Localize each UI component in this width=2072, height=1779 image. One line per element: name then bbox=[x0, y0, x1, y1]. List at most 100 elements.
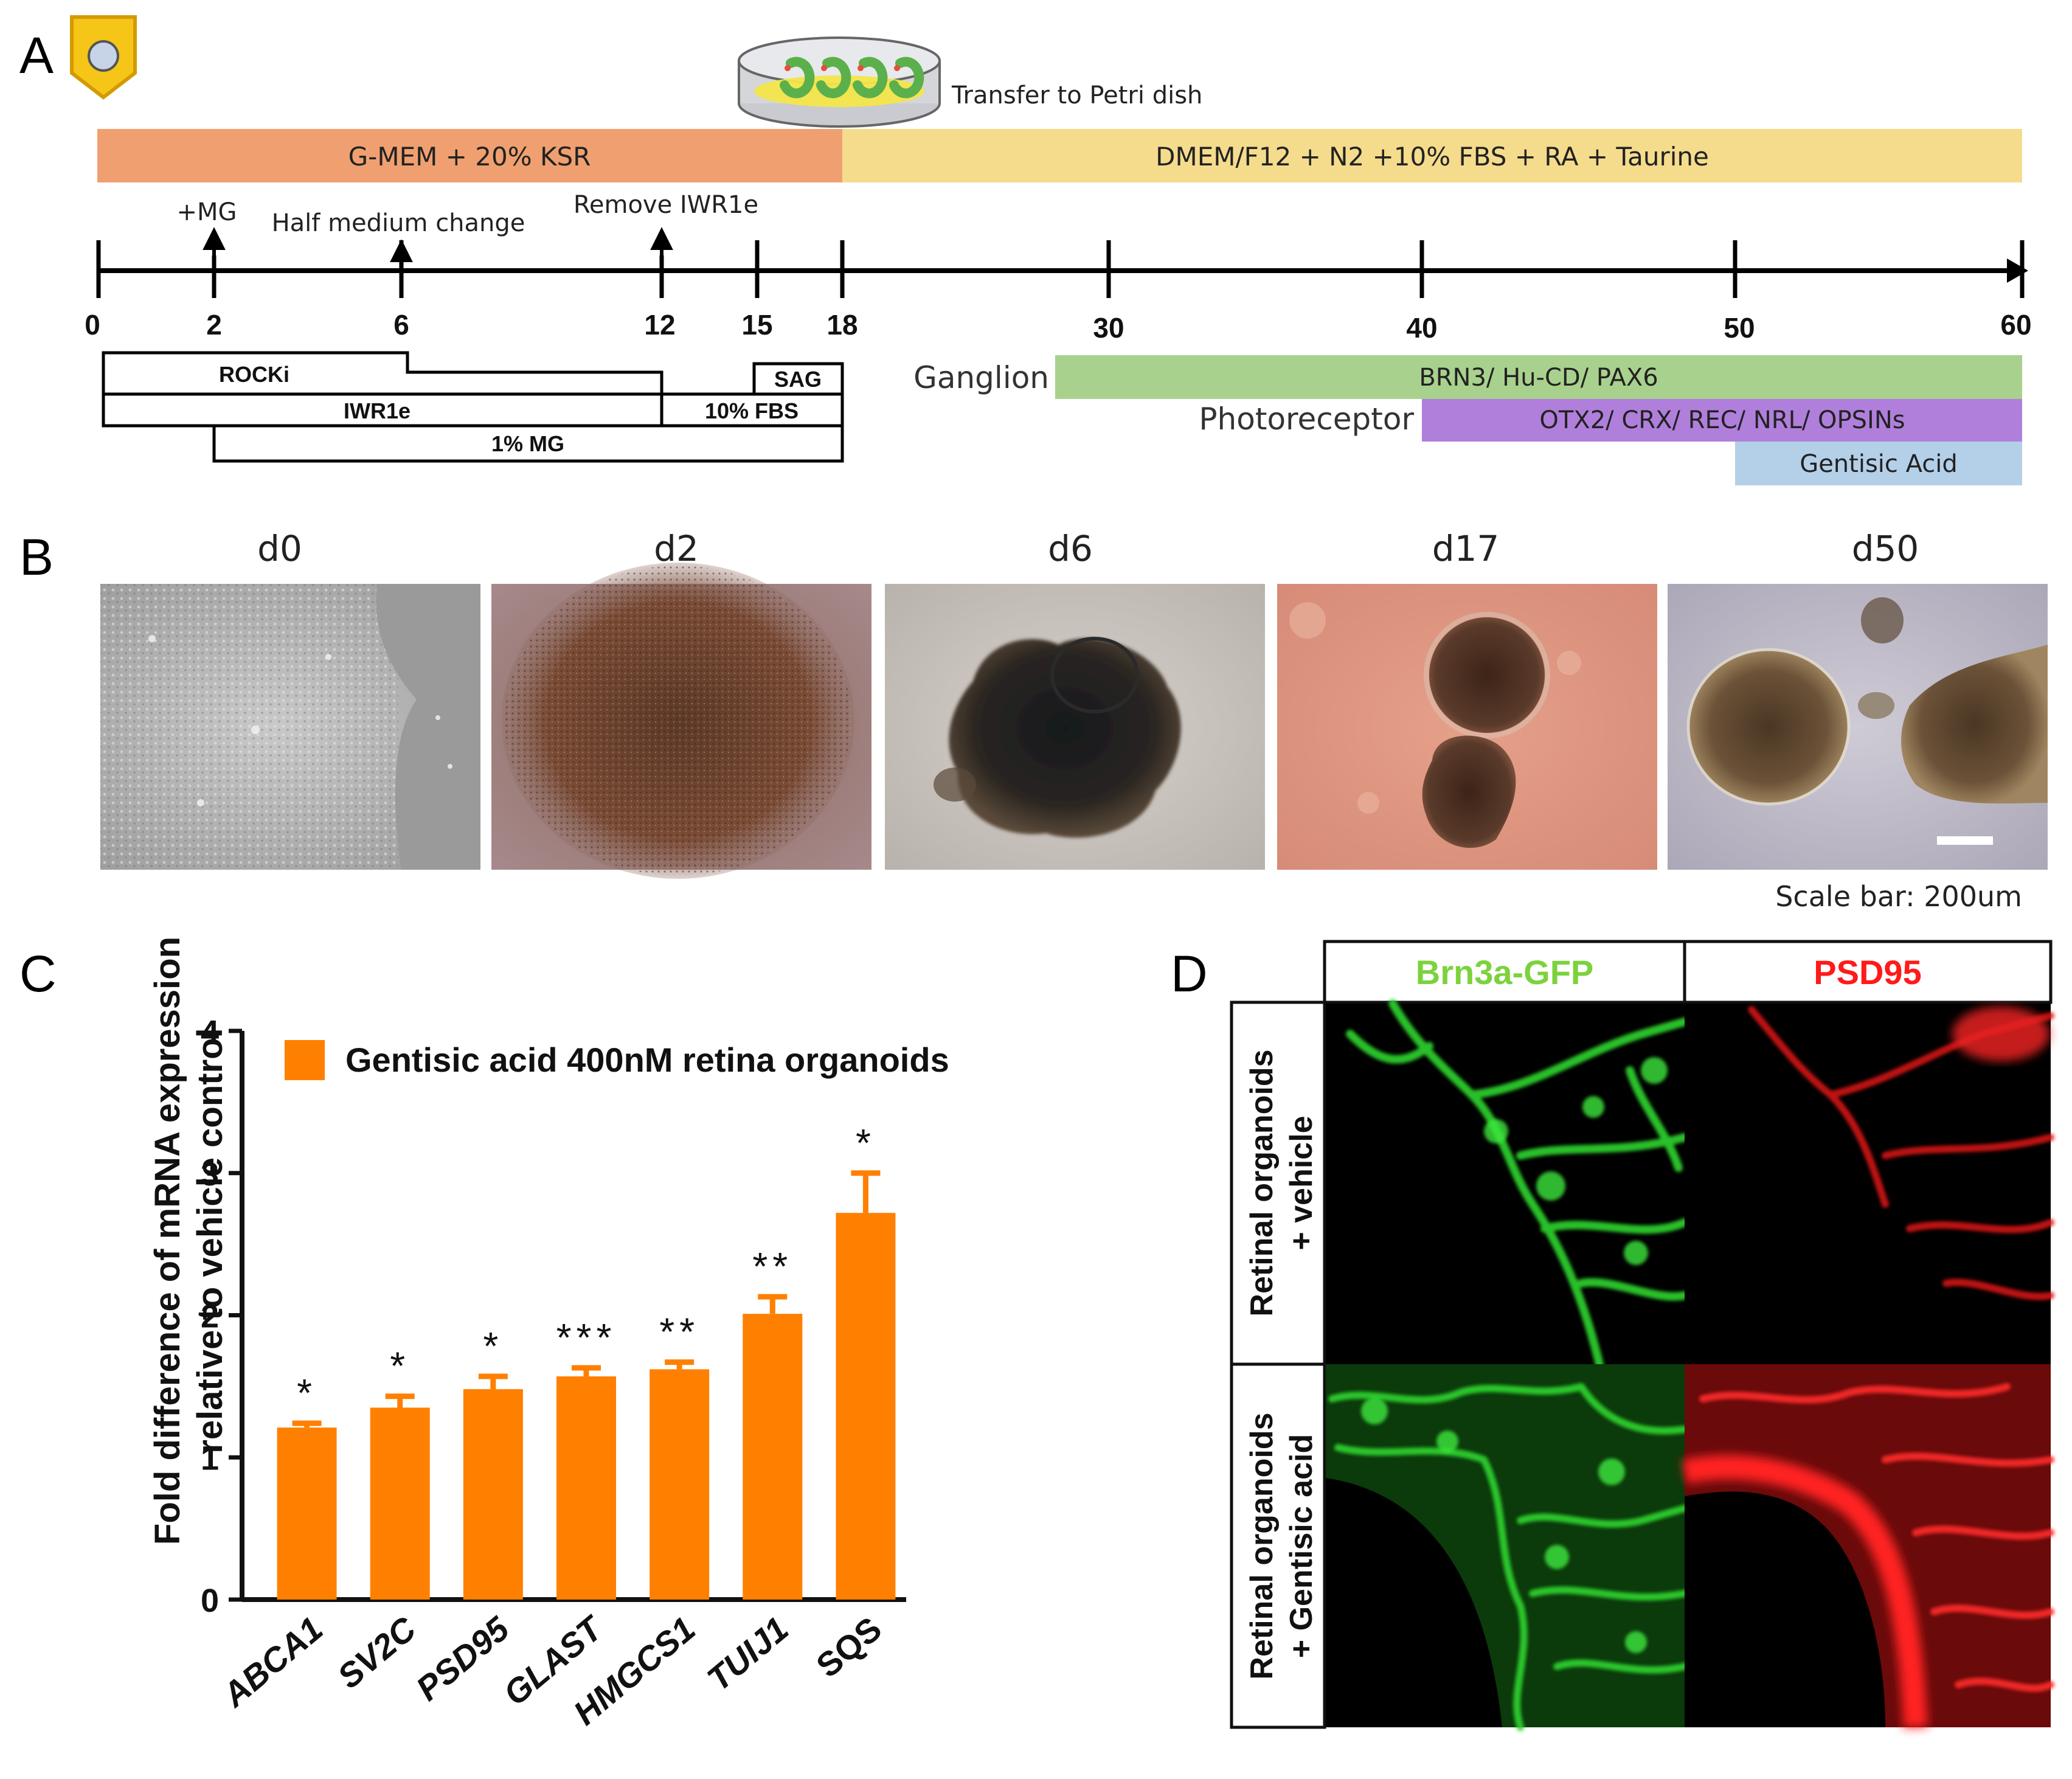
treatment-fbs: 10% FBS bbox=[705, 398, 799, 423]
bar-hmgcs1 bbox=[650, 1369, 710, 1600]
scale-bar bbox=[1937, 836, 1993, 845]
day-label-d2: d2 bbox=[654, 528, 699, 569]
panel-a-letter: A bbox=[19, 27, 54, 84]
significance-label: * bbox=[483, 1324, 503, 1368]
gentisic-label: Gentisic Acid bbox=[1800, 450, 1958, 478]
tick-label: 2 bbox=[206, 309, 222, 341]
significance-label: * bbox=[390, 1344, 410, 1388]
row-label-vehicle-2: + vehicle bbox=[1284, 1115, 1319, 1250]
event-remove-iwr1e: Remove IWR1e bbox=[573, 191, 758, 219]
significance-label: * bbox=[856, 1121, 876, 1165]
tick-label: 6 bbox=[393, 309, 409, 341]
y-axis-title-line2: relative to vehicle control bbox=[190, 1028, 230, 1453]
y-tick-label: 2 bbox=[201, 1299, 219, 1335]
treatment-sag: SAG bbox=[774, 367, 822, 392]
panel-c-letter: C bbox=[19, 945, 57, 1002]
row-label-gentisic-2: + Gentisic acid bbox=[1284, 1434, 1319, 1659]
confocal-gentisic-gfp bbox=[1326, 1364, 1688, 1731]
event-half-medium: Half medium change bbox=[272, 209, 525, 237]
significance-label: ** bbox=[659, 1310, 699, 1354]
panel-a: A Transfer to Petri dish G-MEM + 20% bbox=[19, 15, 2032, 485]
y-tick-label: 0 bbox=[201, 1583, 219, 1619]
header-psd95: PSD95 bbox=[1814, 953, 1921, 991]
row-box-vehicle bbox=[1230, 1000, 1326, 1366]
micrograph-d17 bbox=[1277, 584, 1657, 870]
photoreceptor-label: Photoreceptor bbox=[1199, 401, 1414, 437]
timeline-ticks: 0 2 6 12 15 18 30 40 50 60 bbox=[85, 309, 2031, 344]
ganglion-bar bbox=[1055, 355, 2022, 399]
confocal-vehicle-gfp bbox=[1326, 999, 1689, 1368]
tick-label: 12 bbox=[644, 309, 675, 341]
error-bar-sqs bbox=[851, 1170, 881, 1213]
bar-abca1 bbox=[277, 1427, 337, 1600]
significance-label: *** bbox=[556, 1316, 617, 1359]
header-box-gfp bbox=[1323, 940, 1686, 1004]
header-gfp: Brn3a-GFP bbox=[1416, 953, 1594, 991]
legend-label: Gentisic acid 400nM retina organoids bbox=[345, 1041, 949, 1079]
bar-psd95 bbox=[463, 1389, 523, 1600]
tick-label: 40 bbox=[1406, 312, 1437, 344]
row-label-vehicle-1: Retinal organoids bbox=[1244, 1049, 1280, 1316]
day-label-d50: d50 bbox=[1852, 528, 1919, 569]
micrograph-d2 bbox=[491, 563, 871, 879]
tick-label: 60 bbox=[2000, 309, 2031, 341]
error-bar-glast bbox=[572, 1365, 601, 1377]
error-bar-abca1 bbox=[292, 1420, 322, 1428]
media-bar-gmem bbox=[97, 129, 842, 182]
photoreceptor-markers: OTX2/ CRX/ REC/ NRL/ OPSINs bbox=[1539, 406, 1905, 434]
x-tick-label: TUIJ1 bbox=[700, 1609, 795, 1698]
header-box-psd95 bbox=[1683, 940, 2053, 1004]
y-tick-label: 3 bbox=[201, 1156, 219, 1193]
panel-d: D Brn3a-GFP PSD95 Retinal organoids + ve… bbox=[1171, 940, 2054, 1731]
legend-swatch bbox=[285, 1040, 325, 1080]
bar-glast bbox=[556, 1376, 616, 1600]
photoreceptor-bar bbox=[1422, 399, 2022, 442]
x-tick-label: ABCA1 bbox=[214, 1609, 330, 1715]
scale-note: Scale bar: 200um bbox=[1775, 880, 2022, 913]
y-axis-title-line1: Fold difference of mRNA expression bbox=[148, 937, 187, 1545]
error-bar-hmgcs1 bbox=[665, 1359, 695, 1370]
panel-b-letter: B bbox=[19, 529, 54, 586]
tick-label: 50 bbox=[1724, 312, 1755, 344]
row-label-gentisic-1: Retinal organoids bbox=[1244, 1412, 1280, 1679]
shield-icon bbox=[70, 15, 137, 100]
timeline-axis bbox=[96, 240, 2028, 298]
treatment-iwr1e: IWR1e bbox=[344, 398, 411, 423]
treatment-rocki: ROCKi bbox=[219, 362, 289, 387]
media-bar-dmem bbox=[842, 129, 2022, 182]
panel-b: B d0 d2 d6 d17 d50 bbox=[19, 528, 2048, 913]
tick-label: 18 bbox=[826, 309, 858, 341]
transfer-label: Transfer to Petri dish bbox=[951, 81, 1202, 109]
x-tick-label: SQS bbox=[809, 1609, 889, 1685]
bar-sv2c bbox=[370, 1407, 430, 1600]
day-label-d0: d0 bbox=[257, 528, 302, 569]
treatment-mg: 1% MG bbox=[491, 431, 564, 456]
petri-dish-icon bbox=[738, 36, 941, 128]
significance-label: ** bbox=[752, 1244, 792, 1288]
media-label-dmem: DMEM/F12 + N2 +10% FBS + RA + Taurine bbox=[1156, 142, 1709, 172]
error-bar-psd95 bbox=[478, 1373, 508, 1390]
bar-tuij1 bbox=[743, 1314, 803, 1600]
panel-d-letter: D bbox=[1171, 945, 1208, 1002]
y-tick-label: 1 bbox=[201, 1440, 219, 1477]
event-mg: +MG bbox=[176, 198, 237, 226]
y-tick-label: 4 bbox=[201, 1014, 219, 1050]
error-bar-sv2c bbox=[385, 1393, 415, 1408]
bar-sqs bbox=[836, 1213, 896, 1600]
x-tick-label: PSD95 bbox=[409, 1609, 516, 1708]
x-tick-label: SV2C bbox=[330, 1609, 424, 1696]
ganglion-label: Ganglion bbox=[913, 360, 1049, 395]
day-label-d6: d6 bbox=[1048, 528, 1093, 569]
mg-box bbox=[212, 424, 844, 463]
error-bar-tuij1 bbox=[758, 1294, 788, 1314]
micrograph-d6 bbox=[885, 584, 1265, 870]
tick-label: 15 bbox=[741, 309, 772, 341]
tick-label: 30 bbox=[1093, 312, 1124, 344]
significance-label: * bbox=[297, 1371, 317, 1415]
micrograph-d50 bbox=[1668, 584, 2048, 870]
micrograph-d0 bbox=[100, 584, 480, 870]
media-label-gmem: G-MEM + 20% KSR bbox=[348, 142, 591, 172]
day-label-d17: d17 bbox=[1432, 528, 1500, 569]
